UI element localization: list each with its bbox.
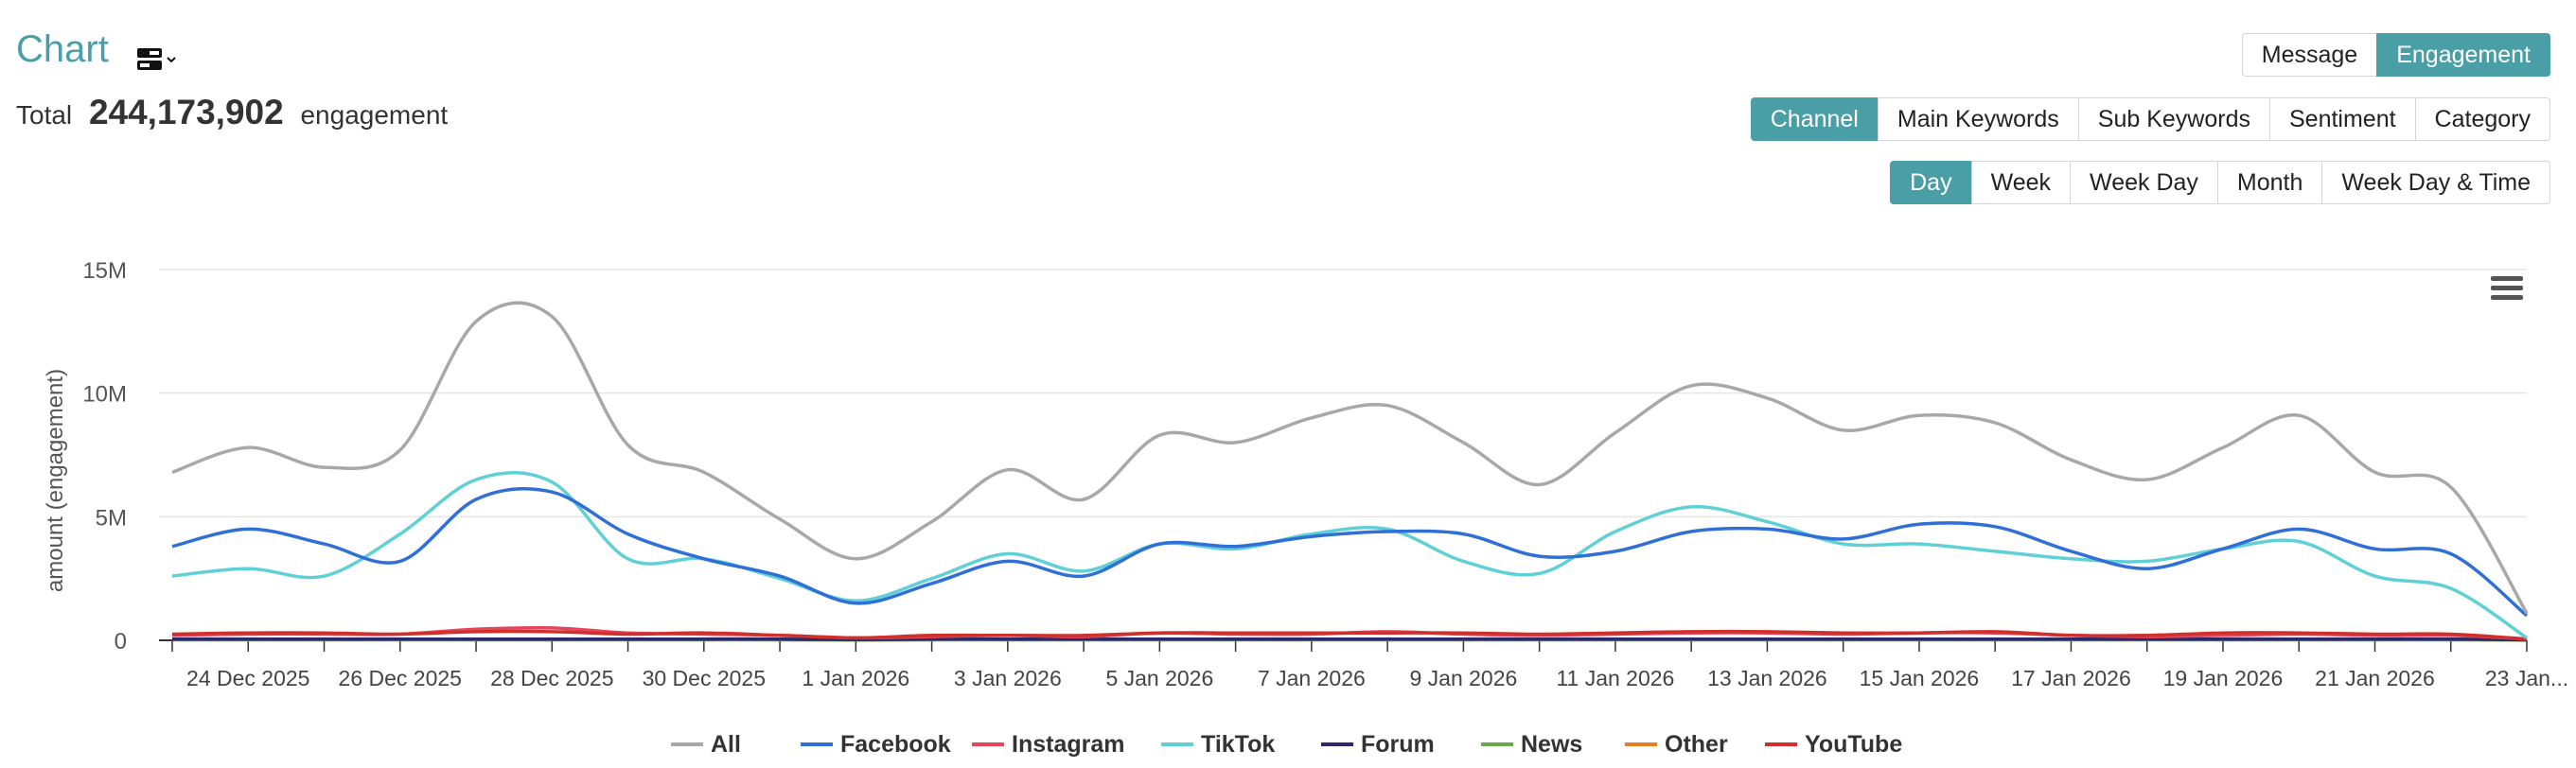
x-tick-label: 21 Jan 2026 bbox=[2315, 666, 2435, 690]
x-tick-label: 11 Jan 2026 bbox=[1556, 666, 1674, 690]
tab-channel[interactable]: Channel bbox=[1750, 97, 1879, 141]
series-line-facebook[interactable] bbox=[171, 487, 2529, 618]
legend-label: TikTok bbox=[1201, 731, 1275, 758]
x-tick-label: 13 Jan 2026 bbox=[1707, 666, 1827, 690]
x-tick-label: 30 Dec 2025 bbox=[643, 666, 766, 690]
tab-month[interactable]: Month bbox=[2216, 161, 2323, 204]
x-tick-label: 3 Jan 2026 bbox=[954, 666, 1062, 690]
legend-item-tiktok[interactable]: TikTok bbox=[1161, 731, 1275, 758]
y-tick-label: 15M bbox=[82, 258, 127, 284]
total-prefix: Total bbox=[16, 100, 73, 130]
legend-item-all[interactable]: All bbox=[671, 731, 741, 758]
series-line-all[interactable] bbox=[171, 301, 2529, 615]
legend-item-forum[interactable]: Forum bbox=[1321, 731, 1435, 758]
period-tabs: Day Week Week Day Month Week Day & Time bbox=[1890, 161, 2550, 204]
total-suffix: engagement bbox=[300, 100, 449, 130]
engagement-button[interactable]: Engagement bbox=[2376, 33, 2550, 77]
legend-label: All bbox=[711, 731, 741, 758]
legend-label: Forum bbox=[1361, 731, 1435, 758]
x-tick-label: 17 Jan 2026 bbox=[2011, 666, 2131, 690]
x-tick-label: 23 Jan... bbox=[2485, 666, 2568, 690]
chart-title: Chart bbox=[16, 28, 109, 70]
legend-label: Instagram bbox=[1012, 731, 1124, 758]
chart-menu-icon[interactable] bbox=[2489, 272, 2525, 308]
legend-item-news[interactable]: News bbox=[1481, 731, 1582, 758]
tab-week-day[interactable]: Week Day bbox=[2070, 161, 2218, 204]
x-tick-label: 15 Jan 2026 bbox=[1860, 666, 1980, 690]
series-line-forum[interactable] bbox=[171, 637, 2528, 642]
series-line-youtube[interactable] bbox=[171, 629, 2528, 641]
x-tick-label: 28 Dec 2025 bbox=[490, 666, 613, 690]
x-tick-label: 24 Dec 2025 bbox=[186, 666, 309, 690]
series-line-tiktok[interactable] bbox=[171, 471, 2528, 639]
total-summary: Total 244,173,902 engagement bbox=[16, 93, 448, 132]
tab-week[interactable]: Week bbox=[1970, 161, 2072, 204]
chart-view-toggle-icon[interactable] bbox=[136, 47, 180, 72]
y-tick-label: 5M bbox=[96, 505, 127, 531]
tab-category[interactable]: Category bbox=[2414, 97, 2550, 141]
y-axis-label: amount (engagement) bbox=[43, 369, 68, 592]
line-chart: 0 5M 10M 15M 24 Dec 2025 26 Dec 2025 28 Dec 2… bbox=[43, 258, 2568, 758]
legend-label: Facebook bbox=[840, 731, 951, 758]
total-value: 244,173,902 bbox=[88, 93, 284, 131]
legend-label: Other bbox=[1665, 731, 1728, 758]
x-tick-label: 5 Jan 2026 bbox=[1105, 666, 1213, 690]
tab-main-keywords[interactable]: Main Keywords bbox=[1877, 97, 2079, 141]
x-tick-label: 7 Jan 2026 bbox=[1258, 666, 1366, 690]
legend-label: News bbox=[1521, 731, 1582, 758]
tab-sentiment[interactable]: Sentiment bbox=[2268, 97, 2416, 141]
legend-item-instagram[interactable]: Instagram bbox=[972, 731, 1124, 758]
y-tick-label: 10M bbox=[82, 382, 127, 408]
message-button[interactable]: Message bbox=[2241, 33, 2378, 77]
legend-item-youtube[interactable]: YouTube bbox=[1765, 731, 1902, 758]
x-tick-label: 1 Jan 2026 bbox=[802, 666, 909, 690]
metric-toggle: Message Engagement bbox=[2241, 33, 2550, 77]
tab-sub-keywords[interactable]: Sub Keywords bbox=[2077, 97, 2270, 141]
legend-label: YouTube bbox=[1805, 731, 1902, 758]
tab-day[interactable]: Day bbox=[1890, 161, 1972, 204]
y-tick-label: 0 bbox=[115, 629, 127, 655]
group-by-tabs: Channel Main Keywords Sub Keywords Senti… bbox=[1750, 97, 2550, 141]
x-tick-label: 19 Jan 2026 bbox=[2163, 666, 2284, 690]
legend-item-other[interactable]: Other bbox=[1625, 731, 1728, 758]
x-tick-label: 26 Dec 2025 bbox=[339, 666, 462, 690]
tab-week-day-time[interactable]: Week Day & Time bbox=[2321, 161, 2550, 204]
x-tick-label: 9 Jan 2026 bbox=[1409, 666, 1517, 690]
legend-item-facebook[interactable]: Facebook bbox=[801, 731, 951, 758]
